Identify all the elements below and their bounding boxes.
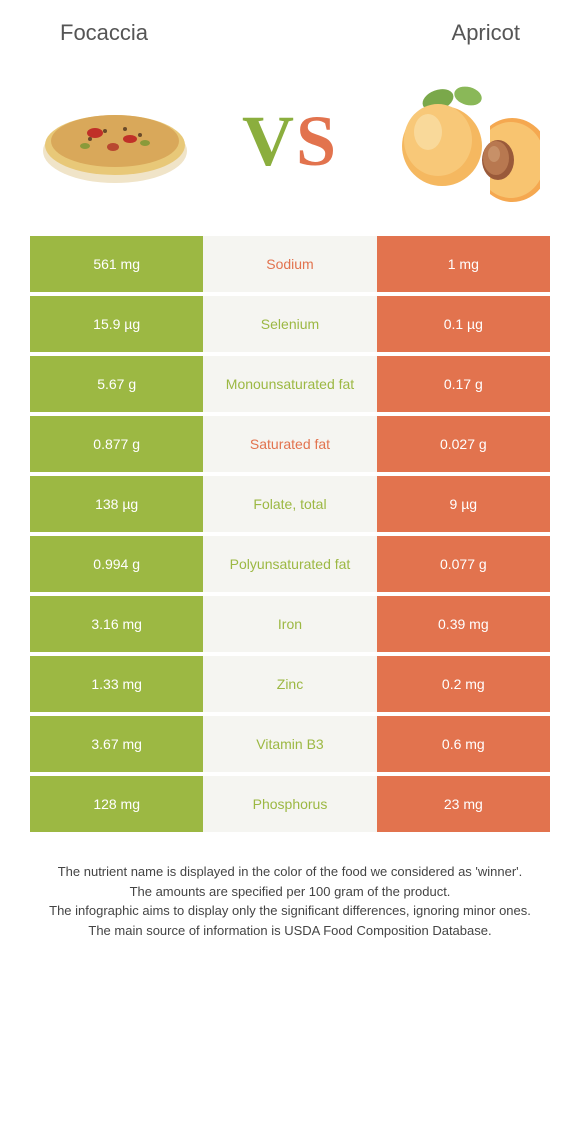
right-value-cell: 0.077 g: [377, 536, 550, 592]
right-value-cell: 0.1 µg: [377, 296, 550, 352]
right-value-cell: 0.027 g: [377, 416, 550, 472]
focaccia-image: [35, 76, 195, 206]
left-value-cell: 1.33 mg: [30, 656, 203, 712]
nutrient-label-cell: Monounsaturated fat: [203, 356, 376, 412]
table-row: 138 µgFolate, total9 µg: [30, 476, 550, 532]
table-row: 0.994 gPolyunsaturated fat0.077 g: [30, 536, 550, 592]
footnotes: The nutrient name is displayed in the co…: [30, 862, 550, 940]
nutrient-table: 561 mgSodium1 mg15.9 µgSelenium0.1 µg5.6…: [30, 236, 550, 832]
vs-row: VS: [30, 66, 550, 236]
vs-label: VS: [242, 100, 338, 183]
left-value-cell: 0.994 g: [30, 536, 203, 592]
left-value-cell: 0.877 g: [30, 416, 203, 472]
right-value-cell: 23 mg: [377, 776, 550, 832]
right-value-cell: 0.39 mg: [377, 596, 550, 652]
nutrient-label-cell: Polyunsaturated fat: [203, 536, 376, 592]
right-value-cell: 0.17 g: [377, 356, 550, 412]
nutrient-label-cell: Zinc: [203, 656, 376, 712]
table-row: 0.877 gSaturated fat0.027 g: [30, 416, 550, 472]
apricot-image: [385, 76, 545, 206]
nutrient-label-cell: Vitamin B3: [203, 716, 376, 772]
right-food-title: Apricot: [452, 20, 520, 46]
left-value-cell: 561 mg: [30, 236, 203, 292]
table-row: 561 mgSodium1 mg: [30, 236, 550, 292]
left-value-cell: 3.67 mg: [30, 716, 203, 772]
left-value-cell: 128 mg: [30, 776, 203, 832]
vs-v-letter: V: [242, 100, 296, 183]
right-value-cell: 0.2 mg: [377, 656, 550, 712]
footnote-line: The main source of information is USDA F…: [35, 921, 545, 941]
footnote-line: The infographic aims to display only the…: [35, 901, 545, 921]
nutrient-label-cell: Selenium: [203, 296, 376, 352]
left-value-cell: 15.9 µg: [30, 296, 203, 352]
vs-s-letter: S: [296, 100, 338, 183]
table-row: 1.33 mgZinc0.2 mg: [30, 656, 550, 712]
left-value-cell: 3.16 mg: [30, 596, 203, 652]
left-food-title: Focaccia: [60, 20, 148, 46]
table-row: 5.67 gMonounsaturated fat0.17 g: [30, 356, 550, 412]
nutrient-label-cell: Phosphorus: [203, 776, 376, 832]
table-row: 128 mgPhosphorus23 mg: [30, 776, 550, 832]
footnote-line: The amounts are specified per 100 gram o…: [35, 882, 545, 902]
table-row: 3.16 mgIron0.39 mg: [30, 596, 550, 652]
header: Focaccia Apricot: [30, 20, 550, 66]
nutrient-label-cell: Folate, total: [203, 476, 376, 532]
left-value-cell: 138 µg: [30, 476, 203, 532]
right-value-cell: 9 µg: [377, 476, 550, 532]
nutrient-label-cell: Sodium: [203, 236, 376, 292]
nutrient-label-cell: Iron: [203, 596, 376, 652]
nutrient-label-cell: Saturated fat: [203, 416, 376, 472]
left-value-cell: 5.67 g: [30, 356, 203, 412]
table-row: 15.9 µgSelenium0.1 µg: [30, 296, 550, 352]
right-value-cell: 0.6 mg: [377, 716, 550, 772]
footnote-line: The nutrient name is displayed in the co…: [35, 862, 545, 882]
table-row: 3.67 mgVitamin B30.6 mg: [30, 716, 550, 772]
right-value-cell: 1 mg: [377, 236, 550, 292]
